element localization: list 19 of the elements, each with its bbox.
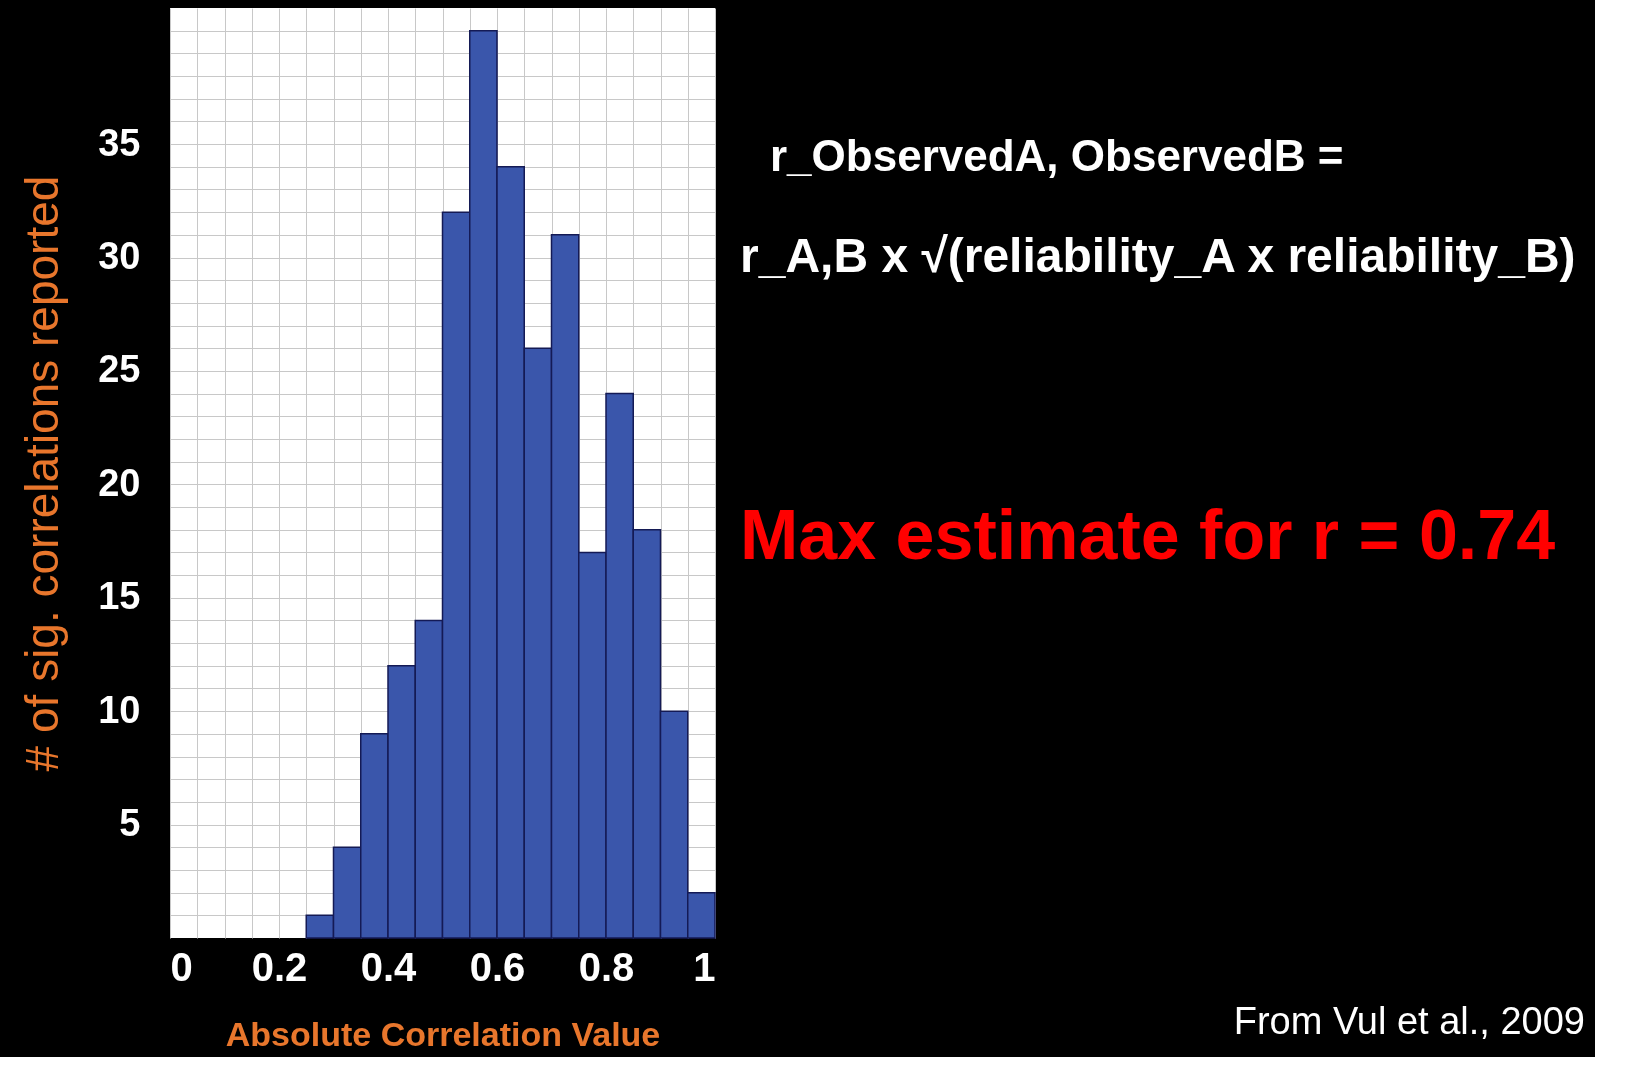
x-tick-label: 0.4 [360,944,418,989]
text: From Vul et al., 2009 [1233,1000,1585,1042]
y-tick-label: 25 [98,348,141,391]
x-tick-label: 1 [693,944,716,989]
x-tick-label: 0.6 [469,944,526,989]
text: Max estimate for r = 0.74 [740,496,1556,574]
text: r_A,B x √(reliability_A x reliability_B) [740,229,1576,282]
text: r_ObservedA, ObservedB = [770,131,1344,180]
x-tick-label: 0.2 [251,944,308,989]
x-tick-label: 0.8 [578,944,635,989]
y-axis-title: # of sig. correlations reported [16,175,69,772]
y-tick-label: 15 [98,575,141,618]
x-axis-title: Absolute Correlation Value [225,1014,661,1053]
y-tick-label: 35 [98,121,141,164]
y-tick-label: 20 [98,461,141,504]
x-tick-label: 0 [170,944,193,989]
y-tick-label: 10 [98,688,141,731]
y-tick-label: 30 [98,235,141,278]
y-tick-label: 5 [119,802,141,845]
